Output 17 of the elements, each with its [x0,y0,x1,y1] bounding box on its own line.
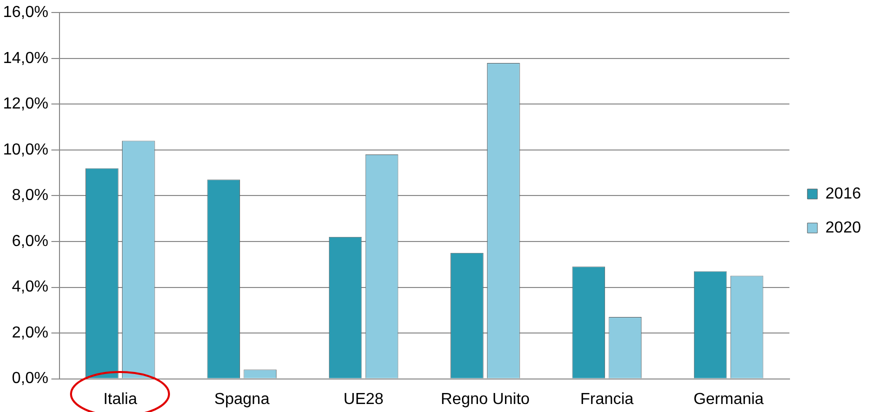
y-tick-label: 14,0% [2,50,48,67]
y-tick-label: 2,0% [12,324,48,342]
x-tick-label: Spagna [214,390,270,408]
x-tick-label: Germania [693,390,764,408]
legend-label: 2016 [825,185,862,202]
x-tick-label: Francia [580,390,634,408]
y-tick-label: 0,0% [12,370,48,388]
y-tick-label: 10,0% [2,141,48,158]
y-tick-label: 12,0% [2,96,48,113]
x-tick-label: UE28 [344,390,384,408]
x-tick-label: Italia [103,390,138,408]
y-tick-label: 8,0% [12,187,48,204]
x-tick-label: Regno Unito [440,390,530,408]
legend-label: 2020 [825,219,862,236]
y-tick-label: 6,0% [12,232,48,250]
y-tick-label: 4,0% [12,278,48,296]
y-tick-label: 16,0% [2,4,48,22]
